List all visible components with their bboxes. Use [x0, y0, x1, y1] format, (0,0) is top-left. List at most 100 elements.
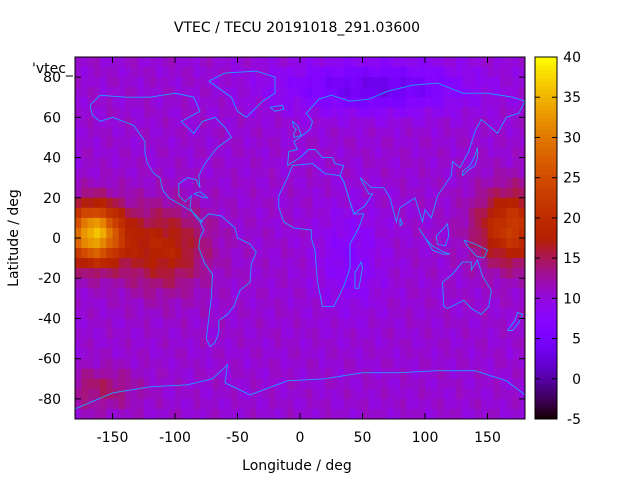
heatmap-cell	[143, 127, 151, 138]
heatmap-cell	[268, 308, 276, 319]
heatmap-cell	[218, 87, 226, 98]
heatmap-cell	[156, 298, 163, 309]
heatmap-cell	[487, 107, 495, 118]
heatmap-cell	[287, 207, 295, 219]
heatmap-cell	[387, 398, 395, 410]
heatmap-cell	[425, 187, 432, 199]
heatmap-cell	[318, 97, 326, 108]
heatmap-cell	[256, 227, 263, 239]
heatmap-cell	[206, 358, 213, 370]
heatmap-cell	[281, 117, 288, 128]
heatmap-cell	[493, 207, 501, 219]
heatmap-cell	[143, 388, 151, 400]
heatmap-cell	[281, 358, 288, 370]
heatmap-cell	[112, 338, 120, 350]
heatmap-cell	[268, 157, 276, 169]
heatmap-cell	[437, 57, 445, 68]
heatmap-cell	[150, 398, 157, 410]
heatmap-cell	[487, 398, 495, 410]
heatmap-cell	[368, 298, 376, 309]
heatmap-cell	[418, 197, 426, 209]
heatmap-cell	[506, 288, 513, 299]
heatmap-cell	[362, 348, 370, 360]
heatmap-cell	[350, 197, 357, 209]
heatmap-cell	[393, 197, 401, 209]
x-tick-label: -50	[226, 430, 249, 446]
heatmap-cell	[431, 278, 438, 289]
heatmap-cell	[225, 328, 232, 339]
colorbar-swatch	[535, 93, 557, 98]
heatmap-cell	[112, 328, 120, 339]
heatmap-cell	[500, 177, 507, 189]
heatmap-cell	[456, 197, 463, 209]
heatmap-cell	[443, 398, 451, 410]
heatmap-cell	[375, 187, 382, 199]
heatmap-cell	[143, 137, 151, 148]
heatmap-cell	[431, 97, 438, 108]
heatmap-cell	[306, 177, 313, 189]
heatmap-cell	[337, 288, 345, 299]
heatmap-cell	[368, 288, 376, 299]
heatmap-cell	[150, 358, 157, 370]
heatmap-cell	[356, 268, 363, 279]
heatmap-cell	[368, 378, 376, 390]
heatmap-cell	[518, 378, 526, 390]
colorbar-swatch	[535, 314, 557, 319]
heatmap-cell	[168, 57, 176, 68]
heatmap-cell	[175, 137, 182, 148]
heatmap-cell	[475, 197, 482, 209]
heatmap-cell	[456, 207, 463, 219]
heatmap-cell	[443, 177, 451, 189]
heatmap-cell	[125, 308, 132, 319]
x-tick-label: 50	[354, 430, 372, 446]
heatmap-cell	[312, 398, 320, 410]
heatmap-cell	[356, 57, 363, 68]
heatmap-cell	[175, 298, 182, 309]
heatmap-cell	[306, 217, 313, 229]
heatmap-cell	[250, 308, 257, 319]
heatmap-cell	[137, 348, 145, 360]
heatmap-cell	[443, 127, 451, 138]
heatmap-cell	[150, 207, 157, 219]
heatmap-cell	[231, 318, 238, 329]
y-tick-label: 60	[43, 110, 61, 126]
heatmap-cell	[175, 368, 182, 380]
heatmap-cell	[162, 388, 170, 400]
heatmap-cell	[412, 157, 420, 169]
heatmap-cell	[131, 358, 138, 370]
heatmap-cell	[425, 398, 432, 410]
heatmap-cell	[125, 227, 132, 239]
heatmap-cell	[368, 348, 376, 360]
heatmap-cell	[343, 328, 351, 339]
heatmap-cell	[125, 278, 132, 289]
heatmap-cell	[318, 398, 326, 410]
heatmap-cell	[218, 67, 226, 78]
heatmap-cell	[506, 348, 513, 360]
heatmap-cell	[325, 248, 332, 259]
heatmap-cell	[193, 127, 201, 138]
heatmap-cell	[200, 238, 207, 249]
heatmap-cell	[143, 77, 151, 88]
heatmap-cell	[300, 238, 307, 249]
heatmap-cell	[93, 238, 101, 249]
heatmap-cell	[462, 338, 470, 350]
heatmap-cell	[518, 187, 526, 199]
heatmap-cell	[418, 127, 426, 138]
heatmap-cell	[143, 57, 151, 68]
heatmap-cell	[237, 167, 245, 179]
colorbar-swatch	[535, 282, 557, 287]
heatmap-cell	[243, 127, 251, 138]
heatmap-cell	[287, 87, 295, 98]
heatmap-cell	[143, 308, 151, 319]
heatmap-cell	[518, 408, 526, 420]
heatmap-cell	[118, 127, 126, 138]
chart-title: VTEC / TECU 20191018_291.03600	[174, 20, 420, 36]
heatmap-cell	[468, 298, 476, 309]
heatmap-cell	[168, 248, 176, 259]
heatmap-cell	[212, 107, 220, 118]
heatmap-cell	[462, 117, 470, 128]
heatmap-cell	[118, 67, 126, 78]
heatmap-cell	[406, 298, 413, 309]
heatmap-cell	[150, 97, 157, 108]
heatmap-cell	[156, 388, 163, 400]
